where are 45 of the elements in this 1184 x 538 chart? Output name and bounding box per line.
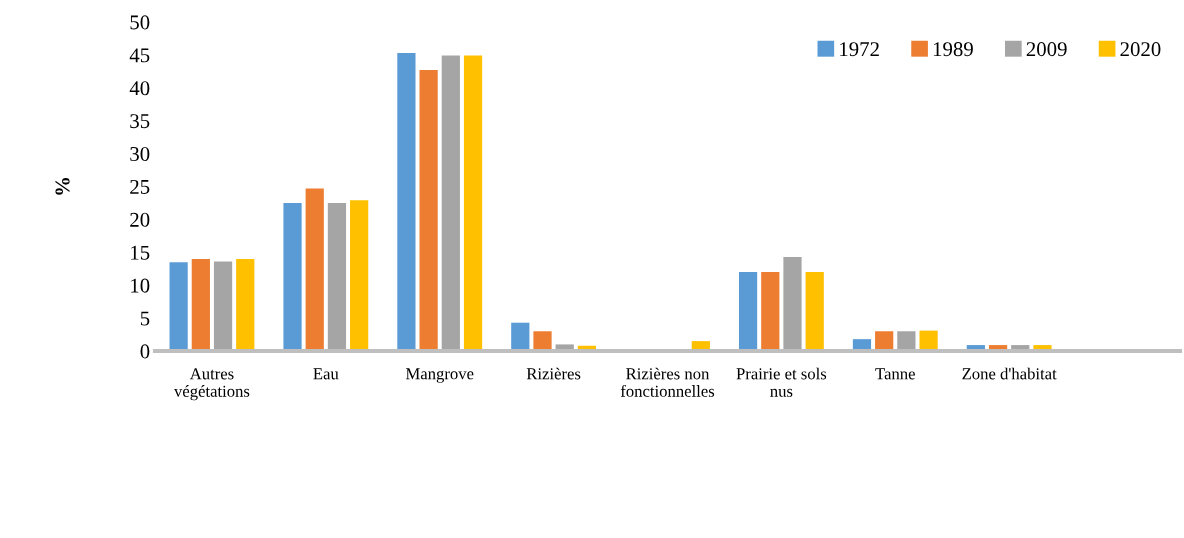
bar: [761, 272, 780, 351]
legend-label: 2020: [1120, 42, 1161, 57]
x-tick-label: Zone d'habitat: [962, 367, 1057, 380]
legend-label: 2009: [1026, 42, 1067, 57]
bar: [327, 202, 347, 351]
bar: [441, 55, 460, 351]
bar: [419, 70, 438, 351]
bar: [191, 258, 210, 351]
y-tick-label: 40: [129, 81, 150, 96]
y-tick-label: 25: [130, 179, 150, 194]
y-tick-label: 45: [129, 48, 150, 63]
y-tick-label: 5: [140, 311, 150, 326]
bar: [511, 322, 530, 351]
y-tick-label: 35: [130, 114, 150, 129]
x-tick-label: Eau: [313, 368, 339, 380]
y-tick-label: 10: [131, 278, 150, 293]
bar: [805, 272, 824, 351]
bar: [283, 202, 302, 351]
x-tick-label: Rizières: [526, 367, 581, 380]
bar: [350, 200, 369, 351]
bar: [783, 256, 802, 351]
bar: [213, 261, 233, 351]
x-tick-label: Rizières non fonctionnelles: [620, 367, 715, 397]
bar: [169, 262, 188, 351]
y-tick-label: 20: [130, 212, 150, 227]
y-tick-label: 15: [131, 245, 150, 260]
bar: [397, 52, 416, 351]
x-tick-label: Autres végétations: [173, 368, 250, 401]
bar: [897, 331, 916, 351]
legend-label: 1989: [933, 42, 973, 57]
legend-label: 1972: [840, 42, 879, 57]
y-tick-label: 0: [140, 344, 150, 359]
x-tick-label: Prairie et sols nus: [736, 367, 827, 397]
bar: [463, 55, 483, 351]
bar: [875, 331, 894, 351]
y-tick-label: 30: [130, 146, 150, 162]
y-tick-label: 50: [130, 15, 150, 30]
x-tick-label: Mangrove: [405, 368, 474, 383]
x-tick-label: Tanne: [875, 368, 915, 380]
bar: [533, 331, 552, 351]
y-axis-title: %: [55, 178, 70, 195]
bar: [236, 258, 255, 351]
bar: [919, 330, 938, 351]
bar: [738, 272, 758, 351]
bar: [305, 188, 324, 351]
